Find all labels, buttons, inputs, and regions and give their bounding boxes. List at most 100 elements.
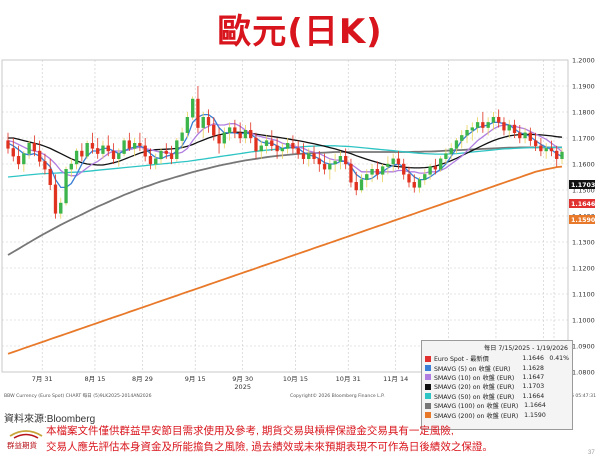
candle-body (417, 179, 422, 188)
candle-body (544, 148, 548, 152)
candle-body (338, 155, 343, 162)
candle-body (539, 145, 543, 152)
candle-body (11, 148, 15, 157)
candle-body (191, 98, 195, 118)
candle-body (396, 158, 401, 165)
candle-body (370, 168, 374, 175)
source-label: 資料來源:Bloomberg (4, 414, 96, 425)
legend-item: Euro Spot - 最新價 1.1646 0.41% (422, 354, 572, 363)
y-tick-label: 1.1700 (572, 135, 595, 143)
last-value-tag (569, 180, 595, 189)
candlestick-chart: 1.08001.09001.10001.11001.12001.13001.14… (1, 57, 596, 399)
candle-body (101, 145, 105, 154)
chart-footer-center: Copyright© 2026 Bloomberg Finance L.P. (290, 392, 385, 399)
candle-body (138, 142, 142, 146)
candle-body (80, 150, 84, 157)
last-value-tag-label: 1.1646 (571, 201, 596, 208)
x-tick-label: 9月 15 (185, 375, 206, 383)
candle-body (444, 153, 448, 159)
x-tick-label: 7月 31 (32, 375, 53, 383)
candle-body (169, 153, 174, 159)
candle-body (6, 140, 10, 149)
candle-body (412, 181, 416, 188)
y-tick-label: 1.2000 (572, 57, 595, 65)
legend-item-name: SMAVG (200) on 收盤 (EUR) (434, 412, 519, 420)
candle-body (64, 168, 68, 204)
legend-item: SMAVG (50) on 收盤 (EUR) 1.1664 (422, 392, 572, 401)
candle-body (143, 145, 147, 157)
candle-body (380, 166, 385, 175)
legend-item: SMAVG (100) on 收盤 (EUR) 1.1664 (422, 401, 572, 410)
y-tick-label: 1.0800 (572, 369, 595, 377)
candle-body (497, 116, 501, 123)
disclaimer-line-1: 本檔案文件僅供群益早安節目需求使用及參考, 期貨交易與槓桿保證金交易具有一定風險… (46, 425, 454, 437)
candle-body (402, 163, 406, 175)
disclaimer-line-2: 交易人應先評估本身資金及所能擔負之風險, 過去績效或未來預期表現不可作為日後績效… (46, 441, 493, 453)
candle-body (53, 184, 58, 214)
series-line (8, 131, 563, 169)
y-tick-label: 1.1800 (572, 109, 595, 117)
y-tick-label: 1.1900 (572, 83, 595, 91)
candle-body (148, 155, 153, 165)
candle-body (85, 142, 89, 157)
candle-body (528, 132, 532, 141)
candle-body (32, 142, 37, 152)
last-value-tag (569, 215, 595, 224)
y-tick-label: 1.1100 (572, 291, 595, 299)
legend-swatch-icon (425, 383, 431, 390)
candle-body (259, 145, 263, 152)
legend-swatch-icon (425, 393, 431, 400)
candle-body (254, 137, 258, 152)
candle-body (407, 174, 411, 183)
legend-item-value: 1.1703 (522, 383, 545, 391)
candle-body (291, 142, 295, 149)
candle-body (465, 129, 469, 136)
candle-body (475, 122, 480, 128)
candle-body (423, 174, 427, 180)
candle-body (16, 155, 21, 165)
chart-legend: 每日 7/15/2025 - 1/19/2026 Euro Spot - 最新價… (421, 340, 573, 430)
y-tick-label: 1.1300 (572, 239, 595, 247)
legend-item-value: 1.1646 (522, 355, 544, 363)
chart-footer-left: BBW Currency (Euro Spot) CHART 每日 (5)9LK… (4, 392, 152, 399)
legend-item-value: 1.1590 (524, 411, 546, 419)
candle-body (227, 127, 232, 133)
candle-body (438, 158, 443, 170)
legend-swatch-icon (425, 412, 431, 419)
candle-body (154, 158, 158, 165)
x-tick-label: 11月 14 (383, 375, 408, 383)
candle-body (454, 140, 459, 149)
candle-body (359, 179, 364, 191)
candle-body (523, 132, 527, 139)
x-tick-label: 10月 15 (283, 375, 308, 383)
series-line (7, 146, 562, 256)
candle-body (312, 153, 316, 159)
legend-item-name: SMAVG (100) on 收盤 (EUR) (434, 403, 519, 411)
candle-body (175, 140, 179, 159)
candle-body (117, 153, 121, 159)
candle-body (333, 161, 337, 165)
candle-body (27, 142, 31, 154)
candle-body (222, 132, 226, 144)
candle-body (322, 163, 327, 170)
legend-item-value: 1.1664 (524, 402, 546, 410)
candle-body (212, 124, 216, 136)
candle-body (238, 132, 242, 139)
candle-body (560, 151, 564, 160)
y-tick-label: 1.0900 (572, 343, 595, 351)
candle-body (449, 148, 453, 154)
candle-body (481, 122, 485, 128)
candle-body (127, 140, 132, 149)
candle-body (185, 116, 190, 133)
candle-body (48, 168, 52, 185)
candle-body (349, 163, 353, 183)
logo-text: 群益期貨 (7, 441, 37, 450)
candle-body (122, 140, 126, 154)
legend-item-value: 1.1647 (522, 373, 545, 381)
candle-body (428, 166, 432, 175)
disclaimer: 本檔案文件僅供群益早安節目需求使用及參考, 期貨交易與槓桿保證金交易具有一定風險… (46, 423, 493, 455)
candle-body (43, 161, 47, 170)
candle-body (470, 127, 474, 131)
candle-body (22, 153, 26, 165)
legend-item: SMAVG (200) on 收盤 (EUR) 1.1590 (422, 410, 572, 420)
